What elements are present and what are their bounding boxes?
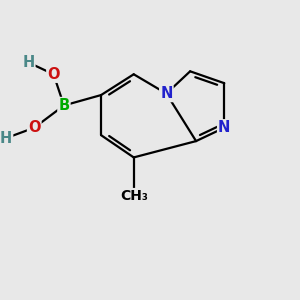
Text: N: N bbox=[160, 86, 172, 101]
Text: O: O bbox=[47, 67, 60, 82]
Text: CH₃: CH₃ bbox=[120, 189, 148, 203]
Text: N: N bbox=[218, 120, 230, 135]
Text: H: H bbox=[22, 55, 34, 70]
Text: B: B bbox=[58, 98, 70, 113]
Text: O: O bbox=[28, 120, 40, 135]
Text: H: H bbox=[0, 130, 12, 146]
